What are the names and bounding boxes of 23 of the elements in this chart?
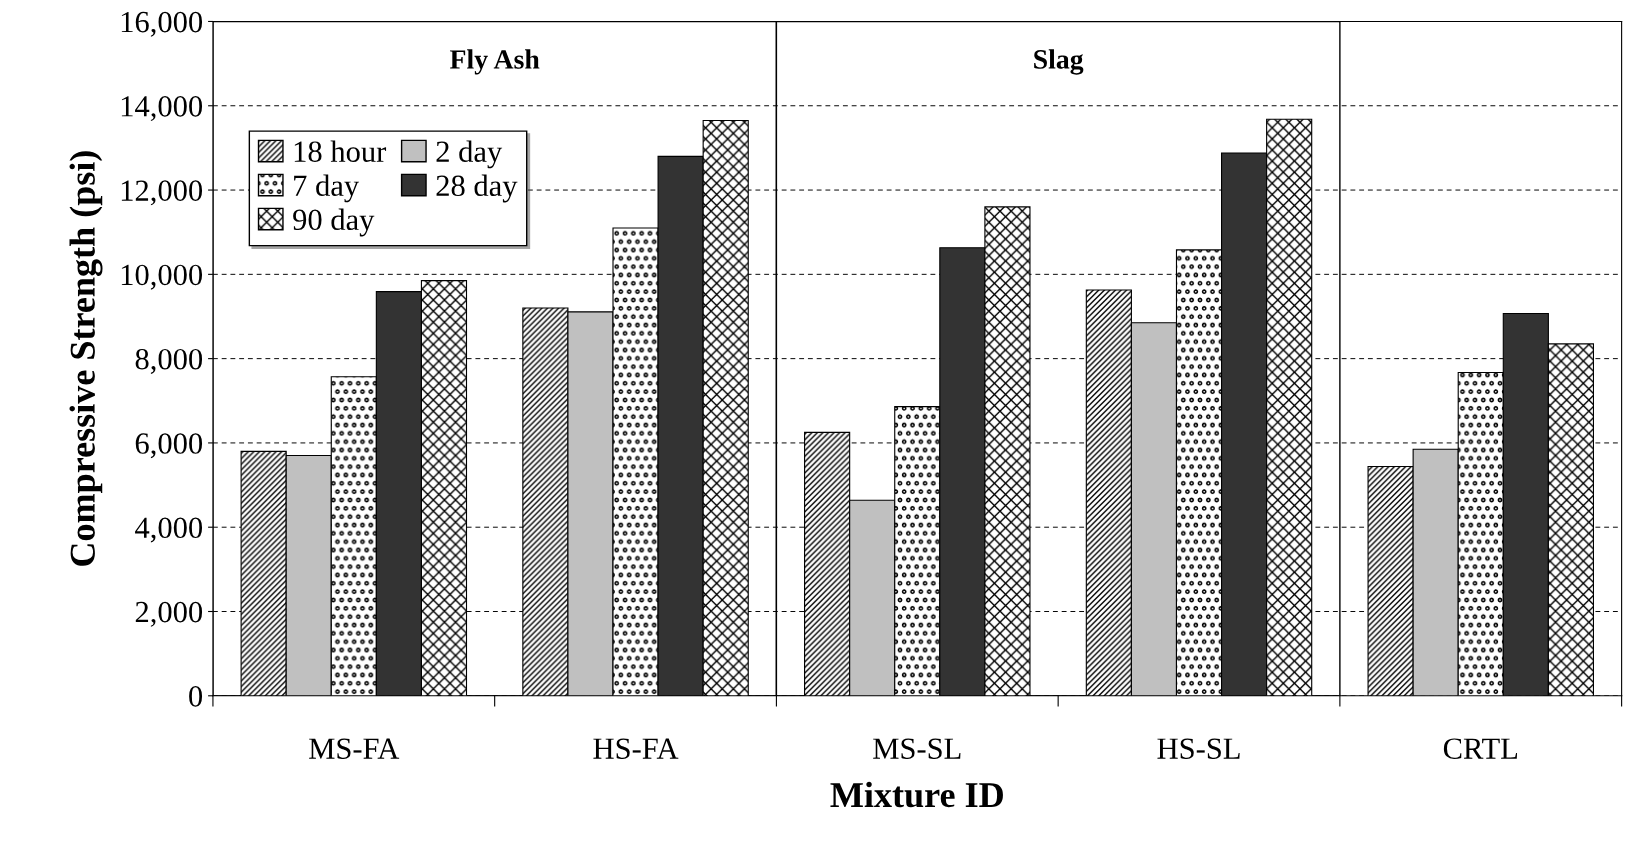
x-tick-label: CRTL [1443, 738, 1518, 759]
y-axis-title: Compressive Strength (psi) [69, 151, 103, 566]
y-tick-label: 0 [189, 686, 203, 707]
legend-label: 90 day [293, 208, 375, 237]
x-tick-label: MS-SL [873, 738, 961, 759]
x-tick-label: MS-FA [309, 738, 400, 759]
legend-label: 7 day [294, 174, 360, 203]
band-label: Slag [1034, 49, 1084, 75]
x-tick-label: HS-FA [593, 738, 679, 759]
y-tick-label: 16,000 [121, 11, 203, 37]
y-tick-label: 8,000 [135, 348, 203, 374]
x-tick-label: HS-SL [1157, 738, 1240, 759]
y-tick-label: 12,000 [121, 180, 203, 206]
legend-label: 18 hour [294, 140, 387, 163]
y-tick-label: 10,000 [121, 264, 203, 290]
y-tick-label: 2,000 [135, 601, 203, 627]
y-tick-label: 6,000 [135, 433, 203, 459]
band-label: Fly Ash [450, 49, 540, 75]
y-tick-label: 4,000 [135, 517, 203, 543]
x-axis-title: Mixture ID [830, 781, 1003, 808]
legend-label: 28 day [436, 174, 518, 203]
legend-label: 2 day [436, 140, 503, 169]
y-tick-label: 14,000 [121, 96, 203, 122]
